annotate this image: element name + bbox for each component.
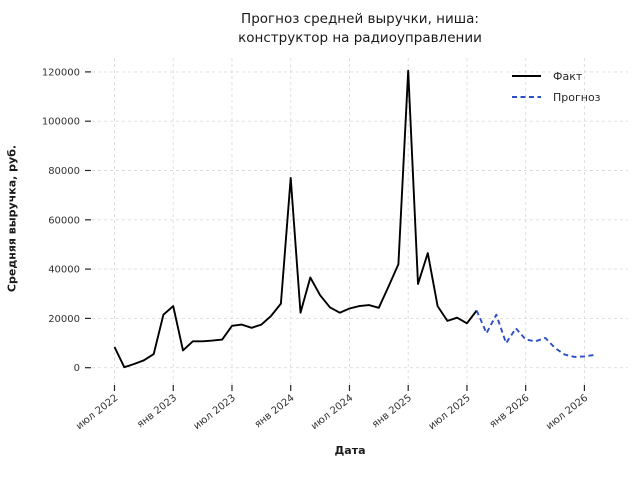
series-forecast bbox=[475, 310, 595, 358]
legend-label-forecast: Прогноз bbox=[553, 91, 601, 104]
x-tick-label: июл 2022 bbox=[74, 393, 120, 432]
y-tick-label: 20000 bbox=[48, 314, 80, 325]
y-tick-label: 100000 bbox=[42, 117, 80, 128]
x-tick-label: июл 2023 bbox=[192, 393, 238, 432]
y-tick-label: 40000 bbox=[48, 265, 80, 276]
x-tick-label: янв 2023 bbox=[135, 393, 179, 431]
y-tick-label: 0 bbox=[74, 363, 80, 374]
legend: Факт Прогноз bbox=[512, 70, 601, 104]
chart-title: Прогноз средней выручки, ниша: конструкт… bbox=[90, 10, 630, 48]
chart-title-line1: Прогноз средней выручки, ниша: bbox=[241, 11, 479, 27]
x-tick-label: янв 2025 bbox=[370, 393, 414, 431]
x-tick-label: янв 2024 bbox=[253, 393, 297, 431]
x-tick-label: июл 2026 bbox=[544, 393, 590, 432]
x-tick-label: июл 2025 bbox=[427, 393, 473, 432]
series-fact bbox=[113, 69, 478, 369]
legend-label-fact: Факт bbox=[553, 70, 583, 83]
y-tick-label: 60000 bbox=[48, 215, 80, 226]
x-axis-label: Дата bbox=[334, 444, 366, 457]
y-tick-label: 80000 bbox=[48, 166, 80, 177]
chart-title-line2: конструктор на радиоуправлении bbox=[238, 30, 482, 46]
x-tick-label: янв 2026 bbox=[488, 393, 532, 431]
plot-area: 0 20000 40000 60000 80000 100000 120000 июл 202… bbox=[42, 58, 628, 432]
x-tick-label: июл 2024 bbox=[309, 393, 355, 432]
y-tick-label: 120000 bbox=[42, 67, 80, 78]
